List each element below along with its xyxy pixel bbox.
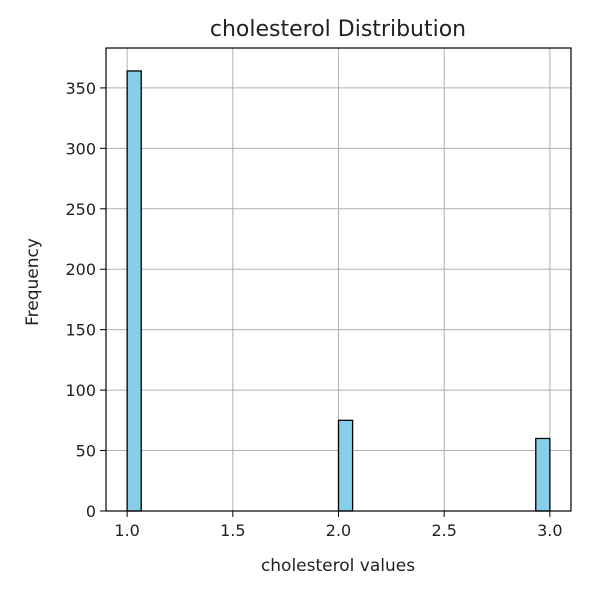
histogram-bar — [126, 70, 142, 512]
y-tick-label: 50 — [76, 442, 96, 461]
chart-title: cholesterol Distribution — [210, 17, 466, 42]
y-tick-label: 250 — [65, 200, 96, 219]
x-tick-label: 2.0 — [326, 521, 351, 540]
y-axis-label: Frequency — [23, 238, 43, 326]
y-tick-label: 200 — [65, 260, 96, 279]
y-tick-label: 0 — [86, 502, 96, 521]
y-tick-label: 300 — [65, 139, 96, 158]
plot-frame — [105, 47, 572, 512]
histogram-bar — [337, 419, 354, 512]
x-tick-label: 3.0 — [537, 521, 562, 540]
x-tick-label: 1.5 — [220, 521, 245, 540]
x-tick-label: 1.0 — [114, 521, 139, 540]
y-tick-label: 350 — [65, 79, 96, 98]
y-tick-label: 150 — [65, 321, 96, 340]
x-tick-label: 2.5 — [431, 521, 456, 540]
histogram-bars — [126, 70, 551, 512]
x-axis-label: cholesterol values — [261, 556, 415, 576]
histogram-bar — [535, 437, 551, 512]
y-tick-label: 100 — [65, 381, 96, 400]
axes — [100, 47, 572, 517]
tick-labels: 1.0 1.5 2.0 2.5 3.0 0 50 100 150 200 250 300 350 — [65, 79, 562, 540]
